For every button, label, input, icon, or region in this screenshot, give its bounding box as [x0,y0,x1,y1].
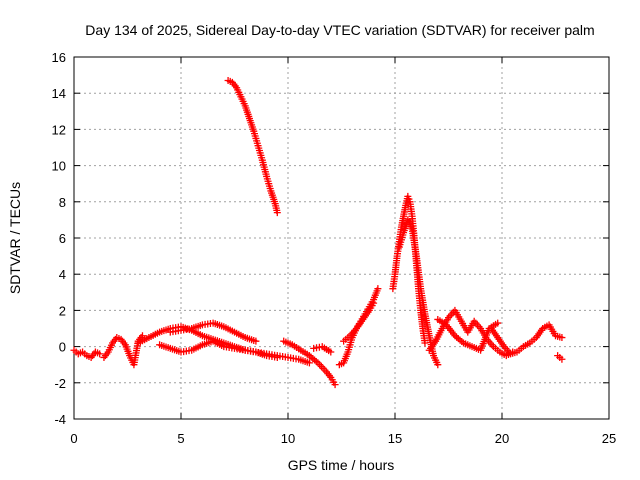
x-tick-label: 15 [388,431,402,446]
y-tick-label: -2 [54,376,66,391]
data-point [374,285,382,293]
data-point [370,299,378,307]
series-arc-7 [280,337,339,389]
series-arc-2 [100,332,146,369]
series-arc-4 [156,337,313,367]
series-arc-14 [434,315,502,354]
y-tick-label: 2 [59,303,66,318]
y-tick-label: 0 [59,340,66,355]
y-tick-label: 4 [59,267,66,282]
series-arc-6 [224,77,281,217]
data-point [96,350,104,358]
series-arc-8 [310,343,335,356]
series-arc-1 [70,346,104,361]
y-tick-label: 14 [52,86,66,101]
data-point [331,381,339,389]
axis-ticks: 0 5 10 15 20 25 -4 -2 0 2 4 6 8 10 12 14 16 [52,50,617,446]
y-tick-label: 16 [52,50,66,65]
data-point [252,337,260,345]
data-points [70,77,566,389]
y-tick-label: -4 [54,412,66,427]
y-tick-label: 8 [59,195,66,210]
x-tick-label: 5 [177,431,184,446]
x-tick-label: 20 [495,431,509,446]
series-arc-15 [487,321,566,358]
data-point [327,348,335,356]
data-point [434,361,442,369]
data-point [558,334,566,342]
series-arc-13 [425,306,517,360]
series-arc-5 [166,319,260,345]
data-point [305,359,313,367]
data-point [494,319,502,327]
series-arc-12 [395,216,442,369]
series-arc-16 [554,352,566,363]
y-tick-label: 10 [52,159,66,174]
series-arc-10 [340,299,378,345]
y-axis-label: SDTVAR / TECUs [7,182,23,294]
data-point [273,209,281,217]
y-tick-label: 6 [59,231,66,246]
x-axis-label: GPS time / hours [288,457,395,473]
data-point [558,355,566,363]
grid-lines [74,57,609,419]
chart-title: Day 134 of 2025, Sidereal Day-to-day VTE… [85,22,594,38]
x-tick-label: 25 [602,431,616,446]
y-tick-label: 12 [52,122,66,137]
x-tick-label: 10 [281,431,295,446]
x-tick-label: 0 [70,431,77,446]
